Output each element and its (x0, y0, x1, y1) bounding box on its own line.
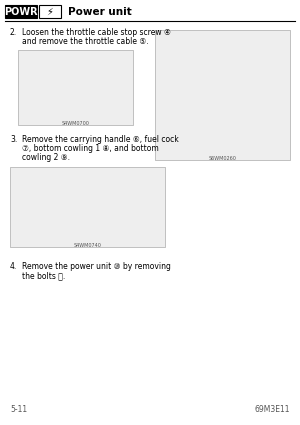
Bar (155, 30, 290, 160)
Text: the bolts ⑪.: the bolts ⑪. (22, 271, 65, 280)
Text: 2.: 2. (10, 28, 17, 37)
Text: Loosen the throttle cable stop screw ④: Loosen the throttle cable stop screw ④ (22, 28, 171, 37)
Text: 69M3E11: 69M3E11 (254, 405, 290, 414)
Bar (18, 50, 133, 125)
Text: S4WM0700: S4WM0700 (61, 121, 89, 126)
Text: POWR: POWR (4, 6, 38, 17)
Text: ⚡: ⚡ (46, 6, 53, 17)
Text: ⑦, bottom cowling 1 ⑧, and bottom: ⑦, bottom cowling 1 ⑧, and bottom (22, 144, 159, 153)
Text: Power unit: Power unit (68, 6, 132, 17)
Bar (5, 5, 37, 18)
Bar (10, 167, 165, 247)
Text: Remove the carrying handle ⑥, fuel cock: Remove the carrying handle ⑥, fuel cock (22, 135, 179, 144)
Text: and remove the throttle cable ⑤.: and remove the throttle cable ⑤. (22, 37, 148, 46)
Bar (39, 5, 61, 18)
Text: 5-11: 5-11 (10, 405, 27, 414)
Text: S4WM0740: S4WM0740 (74, 243, 101, 248)
Text: cowling 2 ⑨.: cowling 2 ⑨. (22, 153, 70, 162)
Text: 3.: 3. (10, 135, 17, 144)
Text: 4.: 4. (10, 262, 17, 271)
Text: Remove the power unit ⑩ by removing: Remove the power unit ⑩ by removing (22, 262, 171, 271)
Text: S6WM0260: S6WM0260 (208, 156, 236, 161)
